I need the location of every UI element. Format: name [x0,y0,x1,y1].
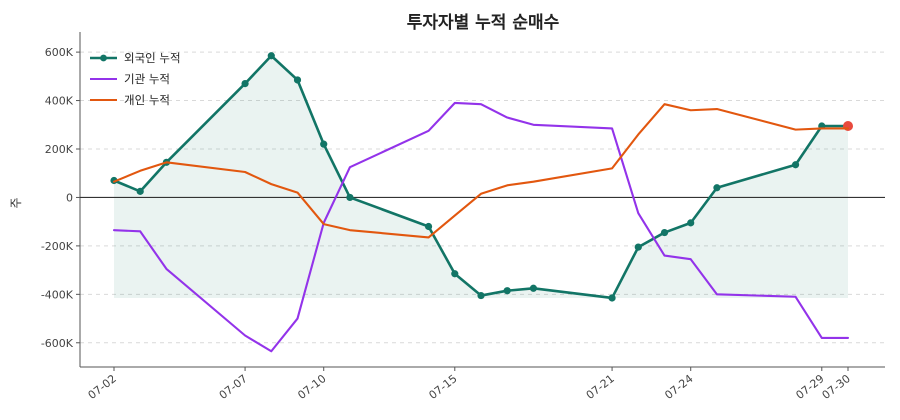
data-point [713,184,721,192]
y-tick-label: 400K [45,95,74,108]
series-line-2 [112,101,850,353]
data-point [267,52,275,60]
y-axis-label: 주 [9,197,23,208]
x-tick-label: 07-29 [793,372,826,402]
data-point [346,193,354,202]
y-tick-label: -400K [41,288,74,301]
x-tick-label: 07-21 [584,372,617,402]
data-point [136,187,144,195]
x-tick-label: 07-10 [295,372,328,402]
x-tick-label: 07-15 [426,372,459,402]
x-tick-label: 07-07 [217,372,250,402]
x-tick-label: 07-02 [86,372,119,402]
data-point [110,176,118,185]
data-point [293,76,302,84]
data-point [687,219,695,227]
data-point [320,140,328,148]
y-tick-label: 0 [66,191,73,204]
highlight-point [843,120,853,131]
data-point [241,80,249,88]
series-fill-area [114,55,848,298]
data-point [529,284,538,292]
data-point [660,228,669,237]
data-point [451,270,459,278]
fill-layer [114,55,848,298]
legend-label: 개인 누적 [124,93,170,107]
legend-label: 기관 누적 [124,72,170,86]
x-tick-label: 07-30 [820,372,853,402]
data-point [634,243,642,251]
legend-marker [100,54,107,62]
y-tick-label: 600K [45,46,74,59]
data-point [503,287,511,295]
y-tick-label: -600K [41,337,74,350]
series-layer [110,52,853,353]
data-point [608,294,616,302]
data-point [424,222,433,231]
legend-label: 외국인 누적 [124,51,181,65]
data-point [791,161,800,169]
y-tick-label: 200K [45,143,74,156]
data-point [477,291,485,300]
series-line-3 [112,103,850,239]
chart-title: 투자자별 누적 순매수 [407,13,560,33]
y-tick-label: -200K [41,240,74,253]
x-tick-label: 07-24 [662,372,695,402]
